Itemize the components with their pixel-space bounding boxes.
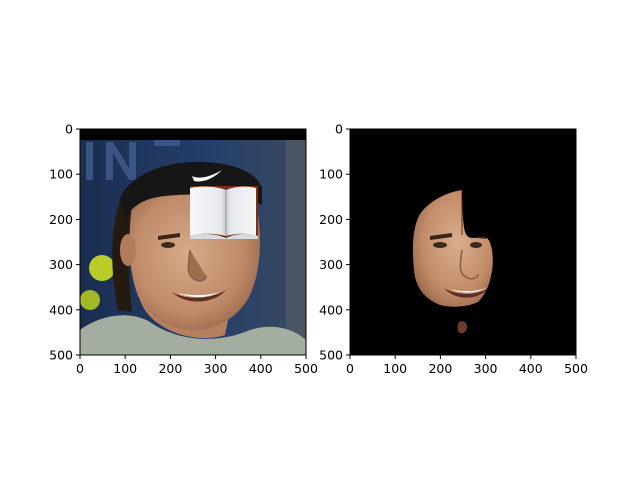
right-x-tick-label: 0 [346,361,354,376]
left-panel-photo [80,129,306,355]
left-y-tick-label: 300 [49,257,73,272]
left-x-tick-label: 400 [249,361,273,376]
tennis-ball [80,290,100,310]
background-letters [86,140,180,180]
left-y-tick-label: 0 [65,122,73,137]
shirt [80,315,306,355]
left-y-tick-label: 500 [49,348,73,363]
right-x-tick-label: 300 [474,361,498,376]
right-y-tick-label: 200 [319,212,343,227]
masked-face [412,190,493,307]
right-x-tick-label: 400 [519,361,543,376]
left-y-ticks: 0 100 200 300 400 500 [49,122,80,363]
tennis-ball [89,255,115,281]
left-x-tick-label: 500 [294,361,318,376]
left-y-tick-label: 200 [49,212,73,227]
right-y-tick-label: 0 [335,122,343,137]
headband-logo [192,170,222,182]
right-y-tick-label: 100 [319,167,343,182]
right-axes-frame [349,128,577,356]
right-panel-mask [350,129,576,355]
left-x-tick-label: 100 [113,361,137,376]
left-y-tick-label: 100 [49,167,73,182]
left-x-tick-label: 200 [158,361,182,376]
right-x-tick-label: 500 [564,361,588,376]
mask-blob [457,321,467,334]
right-x-tick-label: 100 [383,361,407,376]
right-y-tick-label: 500 [319,348,343,363]
right-y-tick-label: 300 [319,257,343,272]
left-x-ticks: 0 100 200 300 400 500 [76,355,318,376]
left-x-tick-label: 0 [76,361,84,376]
left-y-tick-label: 400 [49,302,73,317]
right-x-tick-label: 200 [428,361,452,376]
right-y-tick-label: 400 [319,302,343,317]
right-y-ticks: 0 100 200 300 400 500 [319,122,350,363]
left-x-tick-label: 300 [204,361,228,376]
left-axes-frame [79,128,307,356]
right-x-ticks: 0 100 200 300 400 500 [346,355,588,376]
book-overlay [190,186,258,239]
